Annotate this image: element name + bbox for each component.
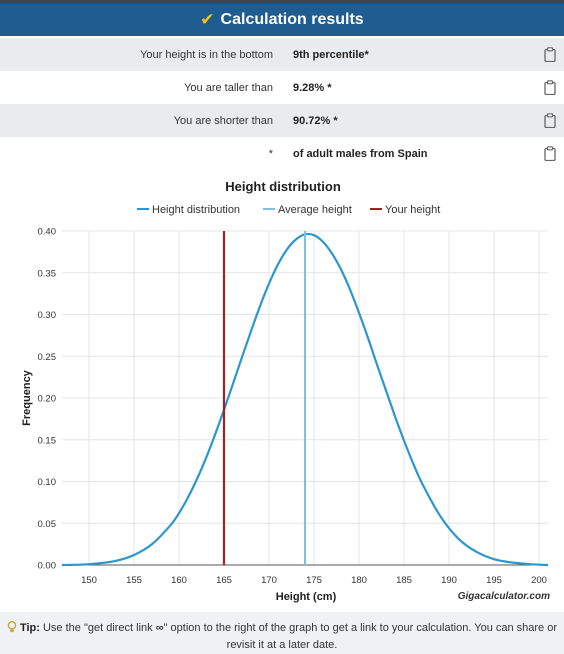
- top-strip: [0, 0, 564, 4]
- result-value: 9.28% *: [293, 81, 332, 94]
- result-row-taller: You are taller than 9.28% *: [0, 71, 564, 104]
- y-tick-label: 0.25: [38, 352, 57, 363]
- legend-label-your-height: Your height: [385, 204, 440, 216]
- result-row-population: * of adult males from Spain: [0, 137, 564, 170]
- result-row-percentile: Your height is in the bottom 9th percent…: [0, 38, 564, 71]
- height-distribution-chart[interactable]: Height distribution Height distribution …: [0, 170, 564, 610]
- x-tick-label: 190: [441, 575, 457, 586]
- result-label: Your height is in the bottom: [140, 48, 273, 61]
- result-label: You are shorter than: [173, 114, 273, 127]
- legend-label-average: Average height: [278, 204, 352, 216]
- x-tick-label: 150: [81, 575, 97, 586]
- y-tick-label: 0.20: [38, 394, 57, 405]
- y-tick-label: 0.30: [38, 310, 57, 321]
- clipboard-icon[interactable]: [544, 146, 556, 161]
- y-axis-ticks: 0.00 0.05 0.10 0.15 0.20 0.25 0.30 0.35 0.40: [38, 227, 57, 572]
- x-tick-label: 200: [531, 575, 547, 586]
- chart-title: Height distribution: [225, 179, 341, 194]
- results-header: ✔ Calculation results: [0, 4, 564, 36]
- y-tick-label: 0.05: [38, 519, 57, 530]
- tip-text-before: Use the "get direct link: [42, 622, 153, 634]
- result-row-shorter: You are shorter than 90.72% *: [0, 104, 564, 137]
- y-tick-label: 0.10: [38, 477, 57, 488]
- clipboard-icon[interactable]: [544, 80, 556, 95]
- y-tick-label: 0.00: [38, 561, 57, 572]
- x-tick-label: 195: [486, 575, 502, 586]
- tip-box: Tip: Use the "get direct link ∞" option …: [0, 612, 564, 654]
- y-tick-label: 0.35: [38, 268, 57, 279]
- x-tick-label: 170: [261, 575, 277, 586]
- chart-credit: Gigacalculator.com: [458, 591, 550, 602]
- tip-prefix: Tip:: [19, 622, 40, 634]
- x-tick-label: 175: [306, 575, 322, 586]
- y-tick-label: 0.15: [38, 435, 57, 446]
- results-title: Calculation results: [220, 11, 364, 28]
- chart-legend: Height distribution Average height Your …: [137, 204, 440, 216]
- x-axis-ticks: 150 155 160 165 170 175 180 185 190 195 200: [81, 575, 547, 586]
- x-axis-label: Height (cm): [276, 591, 337, 603]
- result-value: 90.72% *: [293, 114, 338, 127]
- y-tick-label: 0.40: [38, 227, 57, 238]
- check-icon: ✔: [200, 10, 215, 29]
- result-label: You are taller than: [184, 81, 273, 94]
- legend-label-distribution: Height distribution: [152, 204, 240, 216]
- lightbulb-icon: [7, 621, 17, 633]
- x-tick-label: 155: [126, 575, 142, 586]
- result-value: of adult males from Spain: [293, 147, 428, 160]
- clipboard-icon[interactable]: [544, 47, 556, 62]
- x-tick-label: 160: [171, 575, 187, 586]
- x-tick-label: 185: [396, 575, 412, 586]
- tip-text-after: " option to the right of the graph to ge…: [163, 622, 558, 651]
- x-tick-label: 180: [351, 575, 367, 586]
- x-tick-label: 165: [216, 575, 232, 586]
- result-value: 9th percentile*: [293, 48, 369, 61]
- link-icon: ∞: [155, 622, 164, 634]
- clipboard-icon[interactable]: [544, 113, 556, 128]
- result-label: *: [268, 147, 273, 160]
- y-axis-label: Frequency: [21, 369, 33, 426]
